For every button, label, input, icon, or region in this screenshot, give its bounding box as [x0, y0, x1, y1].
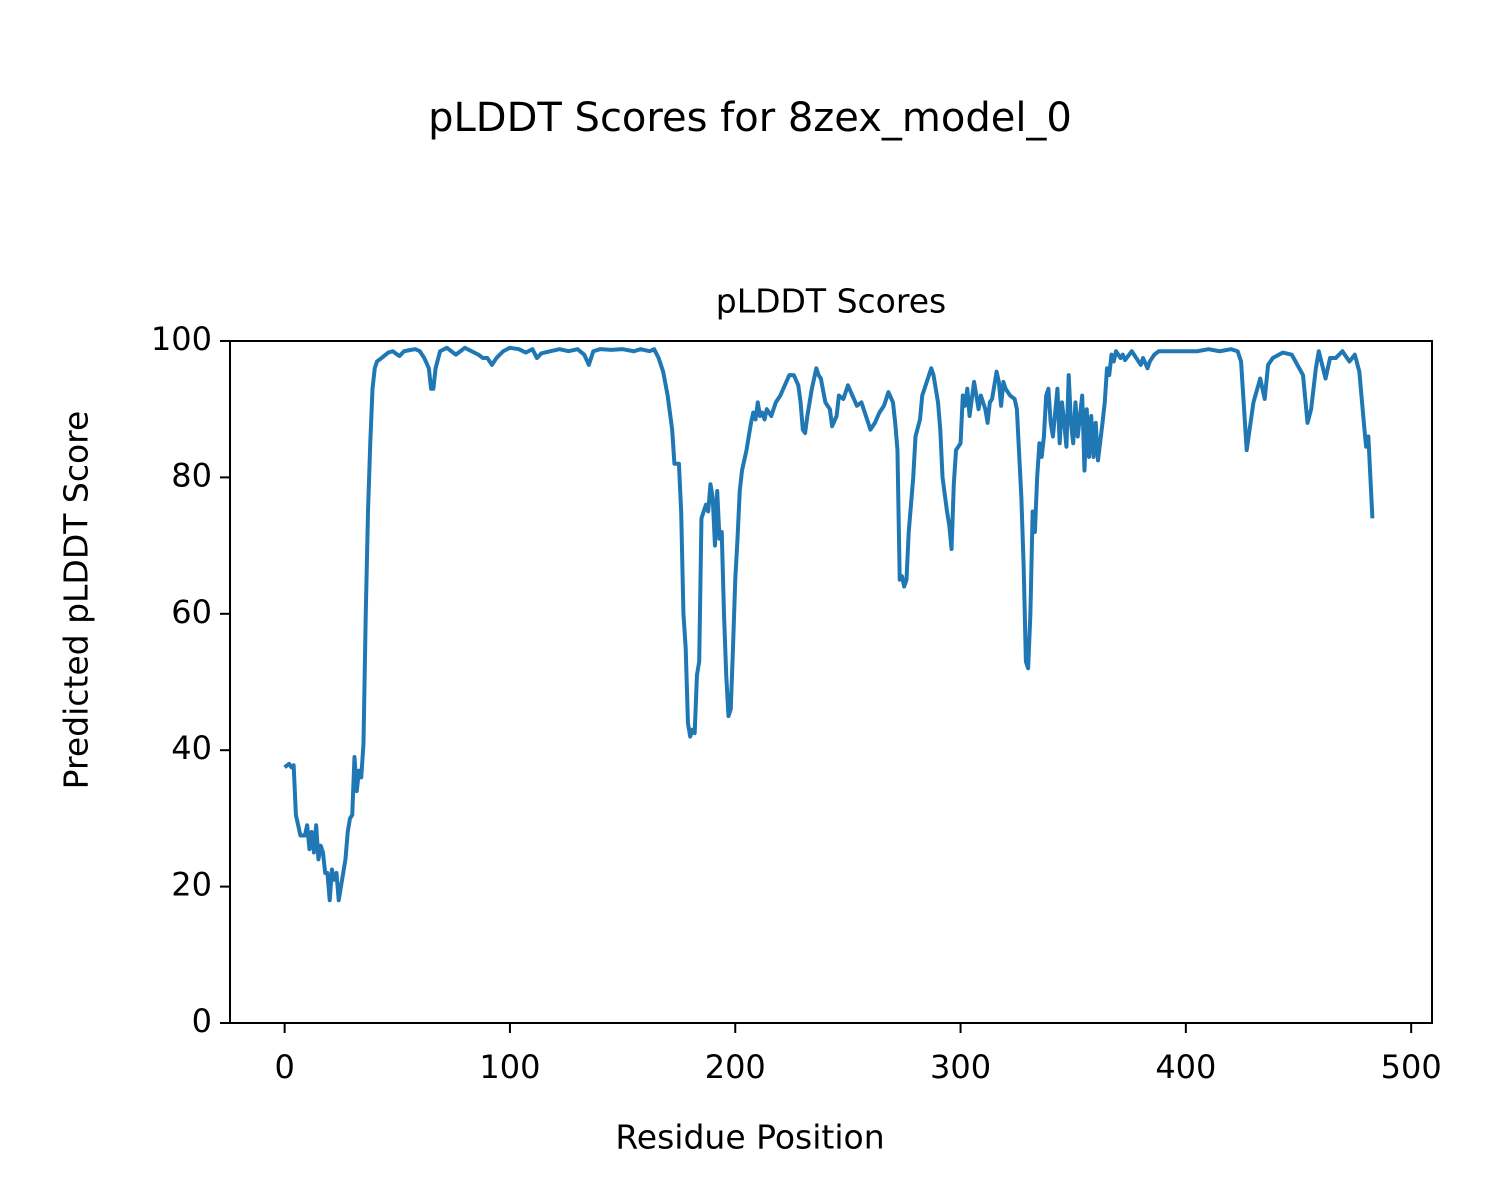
y-tick-label: 0: [192, 1002, 212, 1040]
y-tick-label: 60: [171, 593, 212, 631]
y-axis-label: Predicted pLDDT Score: [57, 411, 96, 790]
axes-frame: [229, 340, 1433, 1024]
y-tick-label: 40: [171, 729, 212, 767]
x-tick-label: 100: [479, 1048, 540, 1086]
x-tick-label: 200: [705, 1048, 766, 1086]
x-tick-label: 0: [274, 1048, 294, 1086]
y-tick-label: 80: [171, 456, 212, 494]
chart-title: pLDDT Scores for 8zex_model_0: [428, 95, 1072, 141]
axes-title: pLDDT Scores: [716, 282, 946, 321]
y-tick-label: 100: [151, 320, 212, 358]
score-line: [283, 345, 1375, 903]
x-tick-label: 500: [1381, 1048, 1442, 1086]
x-tick-label: 300: [930, 1048, 991, 1086]
x-axis-label: Residue Position: [615, 1118, 884, 1157]
x-tick-label: 400: [1155, 1048, 1216, 1086]
y-tick-label: 20: [171, 866, 212, 904]
